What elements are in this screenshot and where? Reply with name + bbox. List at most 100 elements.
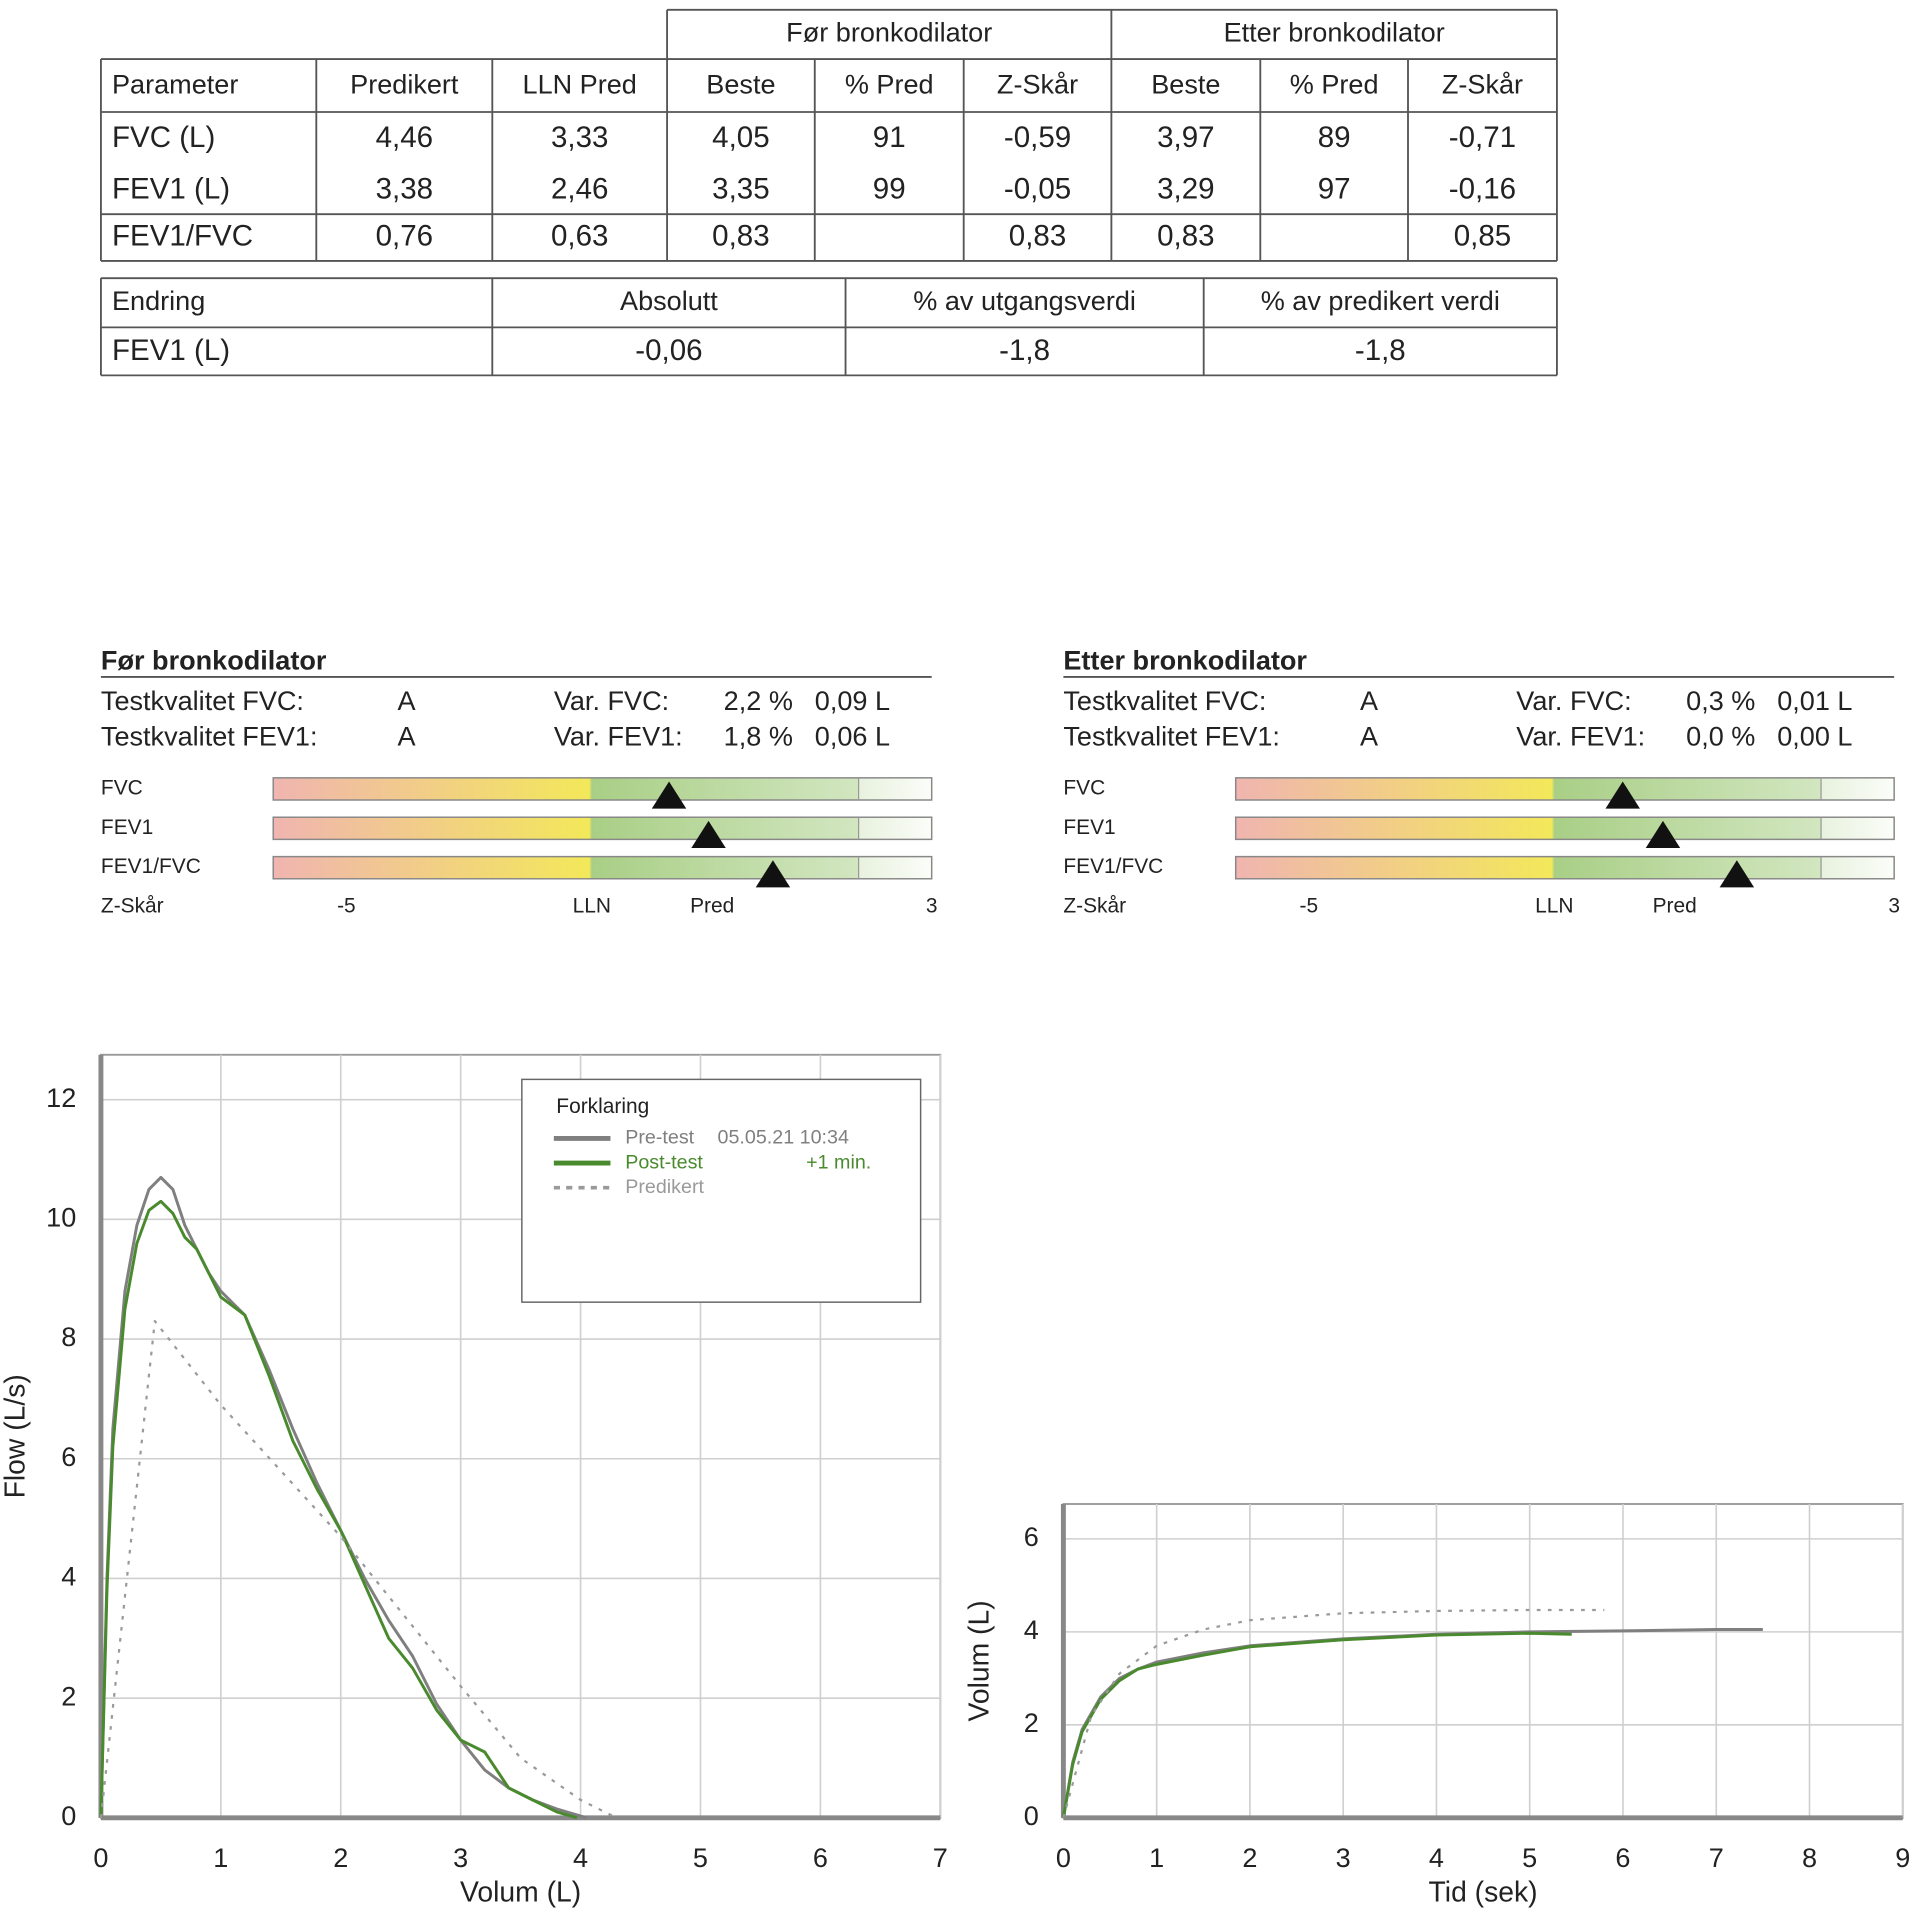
quality-text: 0,06 L xyxy=(815,721,890,752)
table-cell: -0,06 xyxy=(635,334,702,367)
quality-text: 0,3 % xyxy=(1686,685,1755,716)
column-header: % Pred xyxy=(1290,68,1379,99)
column-header: Parameter xyxy=(112,68,238,99)
table-cell: 0,83 xyxy=(1009,219,1066,252)
y-axis-title: Volum (L) xyxy=(962,1600,994,1721)
x-tick-label: 1 xyxy=(1149,1842,1164,1873)
x-tick-label: 0 xyxy=(93,1842,108,1873)
quality-text: 1,8 % xyxy=(724,721,793,752)
x-tick-label: 9 xyxy=(1895,1842,1910,1873)
z-tick-label: 3 xyxy=(926,895,938,918)
table-cell: 0,85 xyxy=(1454,219,1511,252)
quality-text: 0,00 L xyxy=(1777,721,1852,752)
column-header: % av predikert verdi xyxy=(1261,285,1500,316)
table-cell: 89 xyxy=(1318,121,1351,154)
column-header: Z-Skår xyxy=(997,68,1078,99)
z-bar xyxy=(1234,816,1895,841)
z-tick-label: 3 xyxy=(1888,895,1900,918)
x-tick-label: 2 xyxy=(333,1842,348,1873)
z-marker xyxy=(651,781,687,809)
z-tick-label: LLN xyxy=(573,895,611,918)
x-tick-label: 7 xyxy=(933,1842,948,1873)
y-tick-label: 2 xyxy=(1024,1707,1039,1738)
x-tick-label: 0 xyxy=(1056,1842,1071,1873)
table-cell: 0,83 xyxy=(712,219,769,252)
y-axis-title: Flow (L/s) xyxy=(0,1374,31,1498)
quality-text: Var. FEV1: xyxy=(554,721,683,752)
column-header: % Pred xyxy=(845,68,934,99)
column-header: LLN Pred xyxy=(523,68,637,99)
legend-label: Pre-test xyxy=(625,1127,694,1149)
table-cell: FEV1 (L) xyxy=(112,173,230,206)
y-tick-label: 8 xyxy=(61,1321,76,1352)
y-tick-label: 12 xyxy=(46,1082,76,1113)
table-cell: -0,71 xyxy=(1449,121,1516,154)
quality-text: A xyxy=(1360,721,1378,752)
z-tick-label: -5 xyxy=(337,895,356,918)
quality-text: 0,0 % xyxy=(1686,721,1755,752)
table-cell: -0,16 xyxy=(1449,173,1516,206)
legend-label: Post-test xyxy=(625,1151,703,1173)
column-header: Z-Skår xyxy=(1442,68,1523,99)
table-cell: -0,05 xyxy=(1004,173,1071,206)
legend-title: Forklaring xyxy=(556,1095,649,1118)
quality-text: Var. FVC: xyxy=(554,685,669,716)
table-cell: -0,59 xyxy=(1004,121,1071,154)
legend-note: +1 min. xyxy=(806,1151,871,1173)
group-header: Før bronkodilator xyxy=(786,17,992,48)
quality-text: Testkvalitet FEV1: xyxy=(1063,721,1280,752)
z-marker xyxy=(691,820,726,848)
table-cell: 97 xyxy=(1318,173,1351,206)
series-line xyxy=(1062,1608,1605,1819)
column-header: Predikert xyxy=(350,68,459,99)
x-tick-label: 6 xyxy=(1615,1842,1630,1873)
column-header: % av utgangsverdi xyxy=(913,285,1136,316)
x-tick-label: 5 xyxy=(693,1842,708,1873)
series-line xyxy=(99,1320,617,1819)
table-cell: 0,76 xyxy=(376,219,433,252)
z-marker xyxy=(1645,820,1681,848)
table-cell: FVC (L) xyxy=(112,121,215,154)
table-cell: 3,35 xyxy=(712,173,769,206)
quality-text: A xyxy=(398,685,416,716)
column-header: Beste xyxy=(1151,68,1220,99)
table-cell: 3,97 xyxy=(1157,121,1214,154)
quality-text: 0,01 L xyxy=(1777,685,1852,716)
quality-text: A xyxy=(398,721,416,752)
y-tick-label: 6 xyxy=(61,1441,76,1472)
quality-text: A xyxy=(1360,685,1378,716)
x-tick-label: 1 xyxy=(213,1842,228,1873)
table-cell: -1,8 xyxy=(1355,334,1406,367)
table-cell: 3,29 xyxy=(1157,173,1214,206)
table-cell: 2,46 xyxy=(551,173,608,206)
y-tick-label: 0 xyxy=(1024,1800,1039,1831)
x-tick-label: 3 xyxy=(1336,1842,1351,1873)
table-cell: 99 xyxy=(873,173,906,206)
panel-title: Før bronkodilator xyxy=(101,644,327,675)
table-cell: FEV1 (L) xyxy=(112,334,230,367)
x-axis-title: Tid (sek) xyxy=(1429,1876,1538,1908)
z-tick-label: -5 xyxy=(1300,895,1319,918)
z-axis-label: Z-Skår xyxy=(101,895,164,918)
bar-label: FEV1 xyxy=(101,816,153,839)
z-axis-label: Z-Skår xyxy=(1063,895,1126,918)
series-line xyxy=(99,1199,578,1820)
quality-text: Var. FEV1: xyxy=(1516,721,1645,752)
z-marker xyxy=(755,860,791,888)
z-bar xyxy=(1234,777,1895,801)
column-header: Absolutt xyxy=(620,285,718,316)
table-cell: 0,83 xyxy=(1157,219,1214,252)
y-tick-label: 4 xyxy=(1024,1614,1039,1645)
series-line xyxy=(99,1176,588,1820)
column-header: Beste xyxy=(706,68,775,99)
table-cell: -1,8 xyxy=(999,334,1050,367)
table-cell: 91 xyxy=(873,121,906,154)
quality-text: Testkvalitet FVC: xyxy=(101,685,304,716)
quality-text: 0,09 L xyxy=(815,685,890,716)
legend-note: 05.05.21 10:34 xyxy=(718,1127,849,1149)
x-tick-label: 6 xyxy=(813,1842,828,1873)
z-marker xyxy=(1605,781,1640,809)
table-cell: FEV1/FVC xyxy=(112,219,253,252)
plot-frame xyxy=(1062,1503,1904,1819)
